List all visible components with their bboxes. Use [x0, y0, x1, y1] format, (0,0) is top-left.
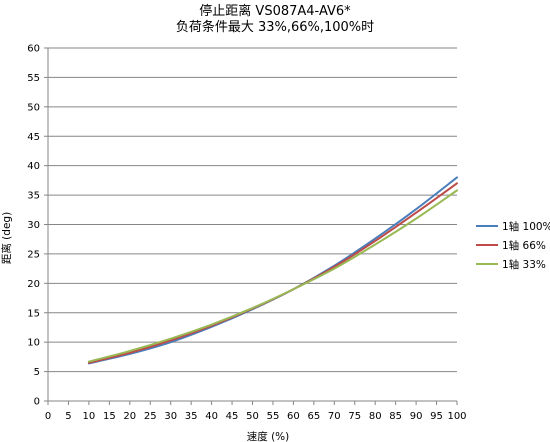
series-line-1 — [87, 176, 458, 365]
x-tick-label: 45 — [226, 411, 239, 422]
y-tick-label: 25 — [27, 249, 40, 260]
y-tick-labels: 0 5 10 15 20 25 30 35 40 45 50 55 60 — [27, 44, 48, 408]
x-tick-label: 100 — [447, 411, 466, 422]
x-tick-label: 15 — [103, 411, 116, 422]
y-tick-label: 45 — [27, 132, 40, 143]
legend-label: 1轴 33% — [502, 258, 546, 271]
y-tick-label: 20 — [27, 279, 40, 290]
x-tick-labels: 0 5 10 15 20 25 30 35 40 45 50 55 60 65 70 75 80 85 90 95 10… — [45, 401, 467, 422]
y-tick-label: 55 — [27, 73, 40, 84]
x-tick-label: 85 — [389, 411, 402, 422]
series-line-3 — [87, 189, 458, 363]
y-tick-label: 10 — [27, 338, 40, 349]
legend-label: 1轴 100% — [502, 220, 550, 233]
x-axis-label: 速度 (%) — [247, 430, 290, 442]
legend: 1轴 100% 1轴 66% 1轴 33% — [476, 220, 550, 271]
x-tick-label: 40 — [205, 411, 218, 422]
y-tick-label: 15 — [27, 308, 40, 319]
series-lines — [87, 176, 458, 365]
chart-title: 停止距离 VS087A4-AV6* — [199, 3, 351, 19]
x-tick-label: 75 — [348, 411, 361, 422]
y-tick-label: 35 — [27, 191, 40, 202]
x-tick-label: 50 — [246, 411, 259, 422]
x-tick-label: 10 — [83, 411, 96, 422]
x-tick-label: 30 — [164, 411, 177, 422]
legend-label: 1轴 66% — [502, 239, 546, 252]
x-tick-label: 0 — [45, 411, 51, 422]
x-tick-label: 70 — [328, 411, 341, 422]
y-tick-label: 5 — [34, 367, 40, 378]
gridlines — [48, 47, 457, 373]
y-tick-label: 50 — [27, 102, 40, 113]
y-tick-label: 60 — [27, 44, 40, 55]
x-tick-label: 60 — [287, 411, 300, 422]
x-tick-label: 90 — [410, 411, 423, 422]
x-tick-label: 80 — [369, 411, 382, 422]
y-tick-label: 0 — [34, 397, 40, 408]
x-tick-label: 35 — [185, 411, 198, 422]
series-line-2 — [87, 182, 458, 364]
x-tick-label: 55 — [267, 411, 280, 422]
x-tick-label: 5 — [65, 411, 71, 422]
y-tick-label: 40 — [27, 161, 40, 172]
chart-subtitle: 负荷条件最大 33%,66%,100%时 — [176, 19, 374, 35]
x-tick-label: 95 — [430, 411, 443, 422]
x-tick-label: 65 — [307, 411, 320, 422]
y-axis-label: 距离 (deg) — [0, 212, 13, 264]
y-tick-label: 30 — [27, 220, 40, 231]
x-tick-label: 25 — [144, 411, 157, 422]
x-tick-label: 20 — [123, 411, 136, 422]
